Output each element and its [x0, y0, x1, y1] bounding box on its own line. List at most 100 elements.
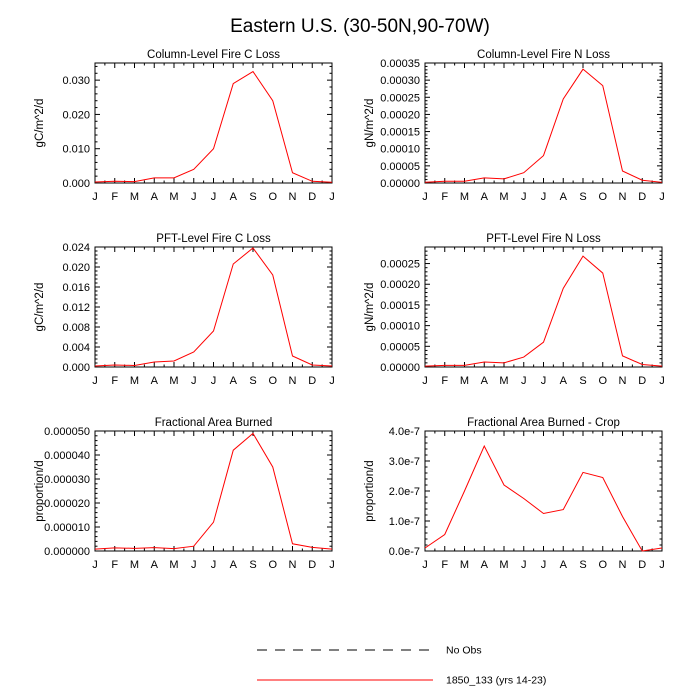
x-tick-label: M — [460, 559, 469, 571]
x-tick-label: F — [111, 191, 118, 203]
series-line — [94, 70, 333, 183]
x-tick-label: A — [481, 191, 489, 203]
x-tick-label: F — [441, 191, 448, 203]
plot-frame — [424, 430, 663, 552]
y-tick-label: 0.000050 — [44, 426, 90, 438]
x-tick-label: F — [441, 559, 448, 571]
chart-title: PFT-Level Fire C Loss — [156, 233, 271, 245]
y-tick-label: 0.00015 — [380, 300, 420, 312]
x-tick-label: F — [111, 559, 118, 571]
plot-frame — [424, 246, 663, 368]
chart-title: Column-Level Fire N Loss — [477, 49, 610, 61]
x-tick-label: A — [560, 191, 568, 203]
x-tick-label: M — [499, 191, 508, 203]
y-tick-label: 0.00005 — [380, 161, 420, 173]
x-tick-label: M — [130, 375, 139, 387]
x-tick-label: A — [560, 559, 568, 571]
y-tick-label: 3.0e-7 — [389, 456, 420, 468]
y-tick-label: 0.00010 — [380, 321, 420, 333]
x-tick-label: M — [169, 375, 178, 387]
x-tick-label: D — [308, 375, 316, 387]
y-tick-label: 0.00000 — [380, 362, 420, 374]
x-tick-label: J — [329, 375, 335, 387]
series-line — [94, 247, 333, 367]
plot-frame — [424, 62, 663, 184]
x-tick-label: A — [151, 375, 159, 387]
series-line — [94, 432, 333, 550]
y-tick-label: 0.000 — [62, 362, 90, 374]
y-tick-label: 0.000020 — [44, 498, 90, 510]
y-axis-label: gC/m^2/d — [34, 283, 46, 332]
x-tick-label: J — [92, 375, 98, 387]
x-tick-label: M — [130, 559, 139, 571]
x-tick-label: A — [560, 375, 568, 387]
y-tick-label: 0.012 — [62, 302, 90, 314]
y-axis-label: gC/m^2/d — [34, 99, 46, 148]
x-tick-label: J — [422, 191, 428, 203]
x-tick-label: J — [541, 559, 547, 571]
series-line — [424, 444, 663, 552]
y-tick-label: 0.008 — [62, 322, 90, 334]
x-tick-label: J — [659, 375, 665, 387]
x-tick-label: A — [230, 191, 238, 203]
x-tick-label: J — [92, 559, 98, 571]
x-tick-label: J — [541, 191, 547, 203]
y-tick-label: 0.020 — [62, 262, 90, 274]
y-tick-label: 0.00000 — [380, 178, 420, 190]
x-tick-label: J — [191, 191, 197, 203]
x-tick-label: F — [111, 375, 118, 387]
x-tick-label: J — [191, 559, 197, 571]
x-tick-label: S — [249, 559, 256, 571]
x-tick-label: M — [169, 191, 178, 203]
x-tick-label: S — [249, 191, 256, 203]
x-tick-label: A — [151, 191, 159, 203]
y-tick-label: 0.00030 — [380, 75, 420, 87]
x-tick-label: A — [230, 375, 238, 387]
y-tick-label: 1.0e-7 — [389, 516, 420, 528]
y-tick-label: 0.00035 — [380, 58, 420, 70]
x-tick-label: S — [579, 559, 586, 571]
x-tick-label: D — [308, 191, 316, 203]
x-tick-label: D — [638, 559, 646, 571]
x-tick-label: J — [521, 559, 527, 571]
x-tick-label: N — [619, 559, 627, 571]
x-tick-label: S — [579, 375, 586, 387]
legend-label-no-obs: No Obs — [446, 645, 482, 657]
chart-title: Fractional Area Burned - Crop — [467, 417, 620, 429]
y-tick-label: 0.000 — [62, 178, 90, 190]
x-tick-label: N — [289, 559, 297, 571]
figure-title: Eastern U.S. (30-50N,90-70W) — [230, 16, 490, 37]
x-tick-label: D — [308, 559, 316, 571]
y-tick-label: 2.0e-7 — [389, 486, 420, 498]
y-tick-label: 0.004 — [62, 342, 90, 354]
x-tick-label: M — [499, 559, 508, 571]
x-tick-label: D — [638, 375, 646, 387]
x-tick-label: M — [460, 375, 469, 387]
y-tick-label: 0.030 — [62, 75, 90, 87]
x-tick-label: J — [92, 191, 98, 203]
y-tick-label: 0.00020 — [380, 109, 420, 121]
y-tick-label: 0.010 — [62, 144, 90, 156]
x-tick-label: S — [249, 375, 256, 387]
x-tick-label: N — [289, 191, 297, 203]
y-tick-label: 0.00020 — [380, 279, 420, 291]
plot-frame — [94, 430, 333, 552]
x-tick-label: J — [329, 191, 335, 203]
y-tick-label: 0.016 — [62, 282, 90, 294]
x-tick-label: N — [289, 375, 297, 387]
y-tick-label: 0.000000 — [44, 546, 90, 558]
x-tick-label: J — [422, 375, 428, 387]
x-tick-label: M — [130, 191, 139, 203]
y-axis-label: proportion/d — [364, 460, 376, 521]
legend-label-1850-133: 1850_133 (yrs 14-23) — [446, 675, 546, 687]
chart-title: PFT-Level Fire N Loss — [486, 233, 601, 245]
y-tick-label: 0.000030 — [44, 474, 90, 486]
x-tick-label: M — [499, 375, 508, 387]
y-axis-label: proportion/d — [34, 460, 46, 521]
y-tick-label: 0.00025 — [380, 92, 420, 104]
